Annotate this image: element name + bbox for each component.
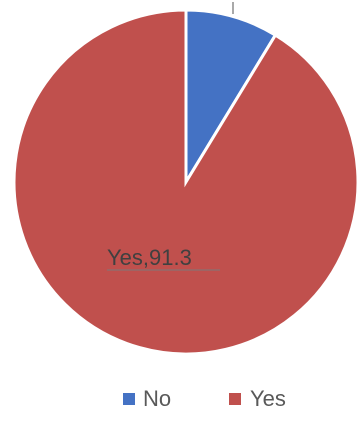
data-labels: Yes,91.3: [107, 245, 220, 271]
data-label-yes: Yes,91.3: [107, 245, 192, 270]
pie-slice-yes: [12, 8, 360, 356]
legend: No Yes: [123, 386, 286, 411]
legend-label-yes: Yes: [250, 386, 286, 411]
legend-swatch-yes: [229, 393, 241, 405]
legend-label-no: No: [143, 386, 171, 411]
pie-slices: [12, 8, 360, 356]
legend-swatch-no: [123, 393, 135, 405]
pie-slice-no: [184, 8, 278, 188]
